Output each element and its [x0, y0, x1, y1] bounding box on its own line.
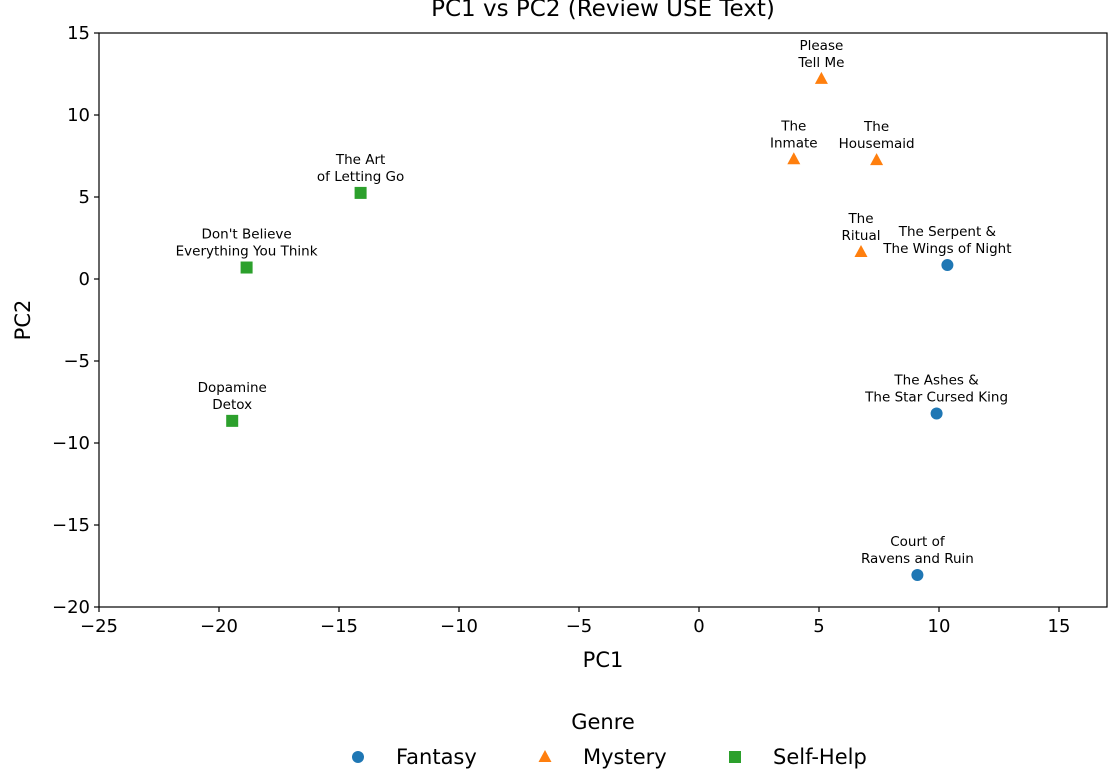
data-point-self-help [226, 414, 239, 427]
x-tick-label: −5 [566, 616, 593, 637]
point-label: of Letting Go [317, 169, 404, 185]
point-label: The [780, 118, 806, 134]
legend-label-mystery: Mystery [583, 745, 667, 769]
data-point-fantasy [911, 569, 924, 582]
legend-marker-fantasy [352, 751, 364, 763]
point-label: The Serpent & [898, 224, 997, 240]
legend: Genre Fantasy Mystery Self-Help [352, 710, 867, 769]
point-label: The Ashes & [893, 372, 979, 388]
point-label: Detox [212, 397, 252, 413]
chart-title: PC1 vs PC2 (Review USE Text) [431, 0, 775, 22]
point-label: Housemaid [839, 136, 915, 152]
x-tick-label: 15 [1048, 616, 1071, 637]
legend-label-self-help: Self-Help [773, 745, 867, 769]
point-label: Court of [890, 534, 946, 550]
legend-title: Genre [571, 710, 635, 734]
x-tick-label: −10 [440, 616, 478, 637]
point-label: Don't Believe [202, 227, 292, 243]
x-tick-label: 5 [813, 616, 824, 637]
point-label: Ritual [841, 228, 880, 244]
data-point-self-help [354, 186, 367, 199]
point-label: Dopamine [198, 380, 267, 396]
legend-marker-self-help [729, 751, 741, 763]
data-point-fantasy [941, 259, 954, 272]
x-axis-title: PC1 [583, 648, 624, 672]
y-tick-label: 10 [67, 105, 90, 126]
x-tick-label: −25 [80, 616, 118, 637]
legend-marker-mystery [538, 750, 552, 762]
data-point-self-help [240, 261, 253, 274]
point-label: The Wings of Night [882, 241, 1011, 257]
data-point-mystery [787, 152, 801, 165]
y-tick-label: 0 [79, 269, 90, 290]
y-tick-label: −15 [52, 515, 90, 536]
x-tick-label: 10 [928, 616, 951, 637]
data-point-fantasy [930, 407, 943, 420]
point-label: The [863, 119, 889, 135]
y-tick-label: −10 [52, 433, 90, 454]
data-points [226, 71, 954, 582]
y-tick-label: 15 [67, 23, 90, 44]
y-tick-label: −20 [52, 597, 90, 618]
x-tick-label: −15 [320, 616, 358, 637]
data-point-mystery [870, 153, 884, 166]
y-tick-label: −5 [63, 351, 90, 372]
point-label: The Art [335, 152, 385, 168]
point-label: Inmate [770, 135, 818, 151]
legend-label-fantasy: Fantasy [396, 745, 477, 769]
y-axis-title: PC2 [11, 300, 35, 341]
data-point-mystery [854, 244, 868, 257]
point-label: The [847, 211, 873, 227]
data-point-mystery [814, 71, 828, 84]
point-label: Ravens and Ruin [861, 551, 974, 567]
y-tick-label: 5 [79, 187, 90, 208]
plot-frame [98, 32, 1108, 608]
point-labels: The Serpent &The Wings of Night The Ashes… [176, 38, 1012, 567]
x-tick-label: 0 [693, 616, 704, 637]
x-tick-label: −20 [200, 616, 238, 637]
point-label: The Star Cursed King [864, 389, 1008, 405]
point-label: Tell Me [797, 55, 844, 71]
point-label: Please [799, 38, 843, 54]
point-label: Everything You Think [176, 244, 318, 260]
